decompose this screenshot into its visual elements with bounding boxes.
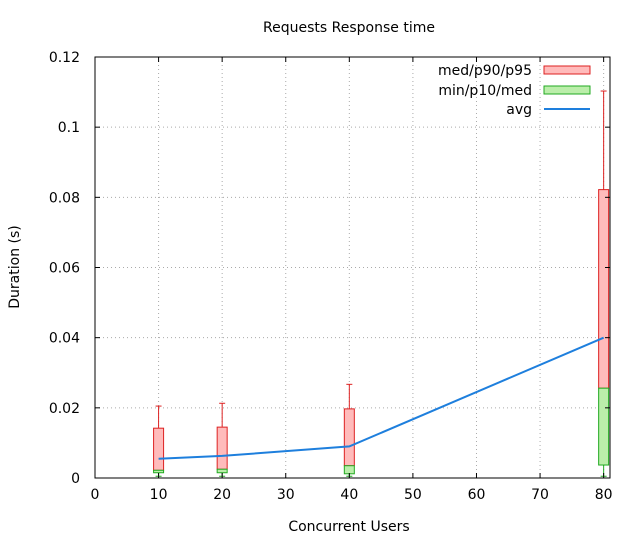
box-p10-med bbox=[343, 465, 355, 475]
y-tick-label: 0.08 bbox=[49, 190, 80, 206]
y-tick-label: 0.12 bbox=[49, 50, 80, 66]
x-tick-label: 10 bbox=[150, 487, 168, 503]
avg-series bbox=[158, 336, 605, 460]
axis-ticks: 0 10 20 30 40 50 60 70 80 0 0.02 0.04 0.06 0.08 0.1 0.1… bbox=[49, 50, 613, 503]
y-tick-label: 0 bbox=[71, 471, 80, 487]
x-tick-label: 80 bbox=[595, 487, 613, 503]
x-tick-label: 0 bbox=[91, 487, 100, 503]
box-med-p90 bbox=[153, 427, 165, 471]
box-med-p90 bbox=[216, 426, 228, 470]
box-med-p90 bbox=[343, 408, 355, 467]
legend: med/p90/p95 min/p10/med avg bbox=[438, 63, 591, 118]
box-p10-med bbox=[598, 387, 610, 466]
x-tick-label: 30 bbox=[277, 487, 295, 503]
legend-label-lower: min/p10/med bbox=[438, 83, 532, 99]
box-p10-med bbox=[153, 469, 165, 474]
y-axis-label: Duration (s) bbox=[7, 225, 23, 308]
box-med-p90 bbox=[598, 189, 610, 389]
avg-line bbox=[158, 336, 605, 460]
y-tick-label: 0.02 bbox=[49, 401, 80, 417]
legend-swatch-lower bbox=[543, 85, 591, 95]
y-tick-label: 0.04 bbox=[49, 331, 80, 347]
x-tick-label: 70 bbox=[531, 487, 549, 503]
legend-label-avg: avg bbox=[506, 102, 532, 118]
legend-swatch-upper bbox=[543, 65, 591, 75]
y-tick-label: 0.06 bbox=[49, 261, 80, 277]
legend-label-upper: med/p90/p95 bbox=[438, 63, 532, 79]
x-axis-label: Concurrent Users bbox=[288, 519, 409, 535]
x-tick-label: 50 bbox=[404, 487, 422, 503]
x-tick-label: 60 bbox=[468, 487, 486, 503]
box-p10-med bbox=[216, 468, 228, 474]
x-tick-label: 20 bbox=[213, 487, 231, 503]
chart-title: Requests Response time bbox=[263, 20, 435, 36]
x-tick-label: 40 bbox=[340, 487, 358, 503]
y-tick-label: 0.1 bbox=[58, 120, 80, 136]
box-plot-series bbox=[153, 90, 610, 477]
